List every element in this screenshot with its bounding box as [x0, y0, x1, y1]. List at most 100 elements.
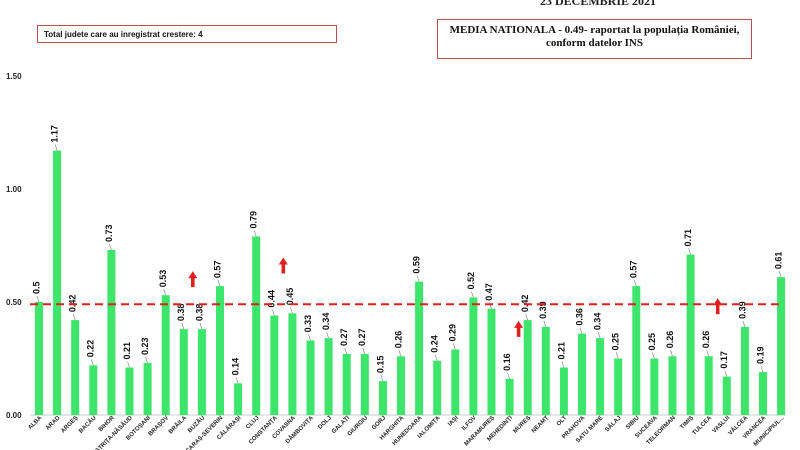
value-label: 0.73 — [104, 224, 114, 242]
category-label: MUREȘ — [513, 415, 533, 435]
value-leader-line — [706, 350, 709, 357]
value-label: 0.53 — [158, 270, 168, 288]
value-leader-line — [163, 289, 166, 296]
value-label: 0.27 — [339, 328, 349, 346]
national-average-line2: conform datelor INS — [546, 37, 643, 49]
value-label: 0.38 — [194, 304, 204, 322]
y-tick-label: 1.00 — [6, 185, 22, 194]
bar — [487, 308, 496, 415]
value-label: 0.34 — [592, 313, 602, 331]
value-label: 0.21 — [122, 342, 132, 360]
bar — [397, 356, 405, 415]
bar — [686, 254, 695, 415]
value-label: 0.26 — [701, 331, 711, 349]
value-label: 0.71 — [683, 229, 693, 247]
category-label: NEAMȚ — [531, 415, 551, 435]
category-label: ALBA — [27, 415, 43, 431]
value-leader-line — [688, 248, 691, 255]
value-leader-line — [615, 352, 619, 359]
category-label: IAȘI — [447, 415, 460, 428]
header-date: 23 DECEMBRIE 2021 — [540, 0, 657, 8]
category-label: ILFOV — [461, 415, 478, 432]
value-leader-line — [670, 350, 673, 357]
bar — [740, 326, 749, 415]
value-label: 0.27 — [357, 328, 367, 346]
value-leader-line — [652, 352, 655, 359]
bar — [342, 353, 351, 415]
chart-header: 23 DECEMBRIE 2021 — [0, 0, 800, 8]
bar — [360, 353, 369, 415]
bar — [143, 363, 152, 415]
value-label: 0.36 — [574, 308, 584, 326]
value-leader-line — [217, 280, 221, 287]
value-label: 0.61 — [773, 252, 783, 270]
category-label: ARAD — [45, 415, 62, 432]
category-label: GORJ — [371, 415, 387, 431]
value-label: 0.26 — [665, 331, 675, 349]
bar — [197, 329, 206, 415]
value-leader-line — [398, 350, 402, 357]
bar — [216, 286, 224, 415]
increase-arrow-icon — [514, 320, 524, 337]
category-label: SIBIU — [625, 415, 641, 431]
bar — [451, 349, 460, 415]
value-leader-line — [290, 307, 293, 314]
value-label: 0.33 — [303, 315, 313, 333]
value-leader-line — [561, 361, 565, 368]
value-label: 0.39 — [538, 301, 548, 319]
bar — [35, 302, 43, 415]
value-leader-line — [742, 320, 746, 327]
bar — [523, 320, 532, 415]
value-leader-line — [127, 361, 130, 368]
category-label: BACĂU — [77, 414, 97, 434]
value-label: 0.45 — [285, 288, 295, 306]
bar — [234, 383, 243, 415]
increase-arrow-icon — [278, 257, 288, 274]
category-label: ARGEȘ — [60, 415, 79, 434]
value-leader-line — [579, 327, 583, 334]
value-label: 0.5 — [31, 281, 41, 294]
category-label: TULCEA — [692, 415, 714, 437]
bar — [704, 356, 713, 415]
national-average-box: MEDIA NATIONALA - 0.49- raportat la popu… — [437, 19, 752, 59]
value-leader-line — [36, 295, 40, 303]
bar — [596, 338, 605, 415]
bar — [161, 295, 170, 415]
value-label: 0.57 — [629, 261, 639, 279]
bar — [53, 150, 62, 415]
value-leader-line — [308, 334, 311, 341]
value-label: 0.29 — [448, 324, 458, 342]
bar — [288, 313, 297, 415]
value-leader-line — [416, 275, 420, 282]
value-label: 0.47 — [484, 283, 494, 301]
value-leader-line — [434, 354, 438, 361]
value-leader-line — [760, 365, 764, 373]
y-tick-label: 0.50 — [6, 298, 22, 307]
value-label: 0.23 — [140, 337, 150, 355]
value-label: 0.25 — [611, 333, 621, 351]
value-label: 0.52 — [466, 272, 476, 290]
value-label: 0.79 — [249, 211, 259, 229]
bar — [415, 281, 424, 415]
bar — [107, 250, 116, 415]
value-label: 0.25 — [647, 333, 657, 351]
increase-arrow-icon — [188, 271, 198, 288]
category-label: DOLJ — [317, 415, 333, 431]
value-label: 1.17 — [49, 125, 59, 143]
bar — [324, 338, 333, 415]
value-label: 0.39 — [737, 301, 747, 319]
value-label: 0.22 — [86, 340, 96, 358]
bar — [378, 381, 387, 415]
value-label: 0.16 — [502, 353, 512, 371]
bar — [722, 376, 731, 415]
bar — [505, 378, 514, 415]
value-leader-line — [597, 332, 601, 339]
value-label: 0.21 — [556, 342, 566, 360]
value-leader-line — [724, 370, 728, 377]
value-leader-line — [507, 372, 510, 379]
value-leader-line — [199, 323, 203, 330]
value-leader-line — [326, 332, 329, 339]
value-leader-line — [272, 309, 275, 316]
value-leader-line — [72, 313, 76, 321]
value-label: 0.38 — [176, 304, 186, 322]
